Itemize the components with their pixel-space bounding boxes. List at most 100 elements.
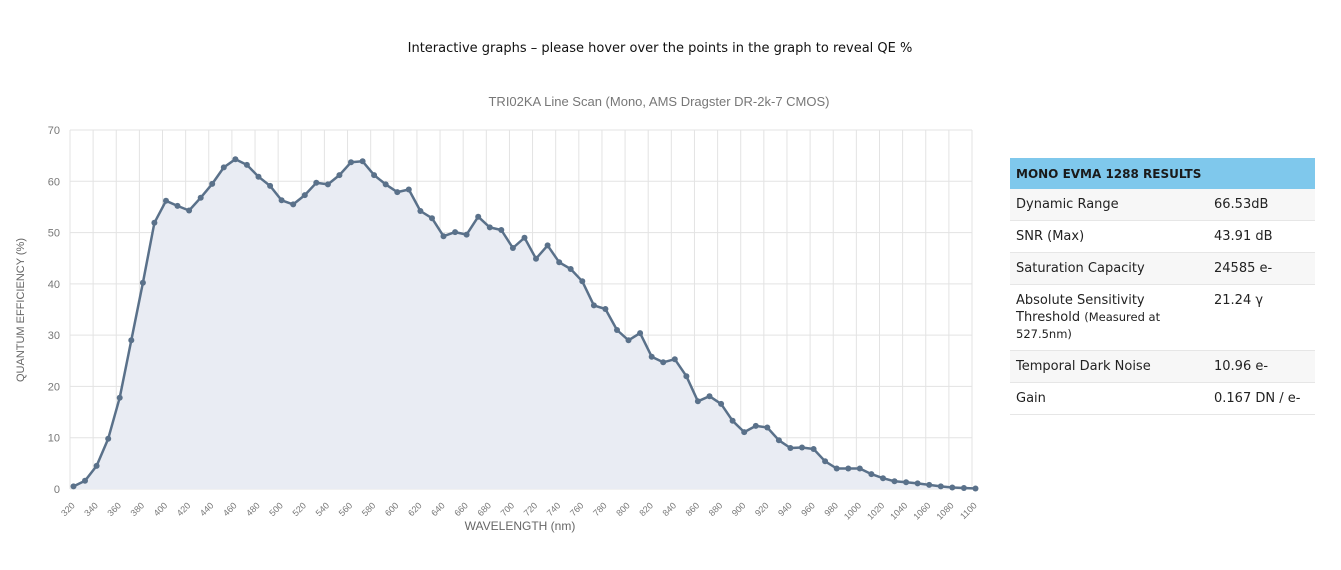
qe-point[interactable] (313, 179, 320, 186)
qe-point[interactable] (509, 245, 516, 251)
x-tick-label: 380 (129, 500, 147, 518)
y-tick-label: 20 (48, 381, 60, 393)
qe-point[interactable] (764, 424, 771, 431)
qe-point[interactable] (614, 327, 620, 333)
qe-point[interactable] (683, 373, 690, 380)
qe-point[interactable] (544, 242, 551, 249)
qe-point[interactable] (856, 465, 863, 472)
qe-point[interactable] (452, 229, 459, 236)
qe-point[interactable] (914, 480, 921, 487)
qe-point[interactable] (405, 186, 412, 193)
qe-point[interactable] (82, 477, 88, 484)
qe-point[interactable] (960, 485, 967, 491)
qe-point[interactable] (324, 181, 331, 188)
qe-point[interactable] (290, 201, 297, 208)
result-label-text: SNR (Max) (1016, 229, 1085, 244)
x-tick-label: 440 (198, 500, 216, 518)
qe-point[interactable] (741, 429, 748, 436)
qe-point[interactable] (648, 353, 655, 360)
qe-point[interactable] (429, 215, 435, 222)
qe-point[interactable] (163, 197, 169, 204)
qe-point[interactable] (232, 156, 239, 163)
x-tick-label: 920 (753, 500, 771, 518)
qe-point[interactable] (625, 337, 632, 344)
qe-point[interactable] (243, 161, 250, 168)
qe-point[interactable] (926, 481, 933, 488)
qe-point[interactable] (128, 337, 135, 344)
x-tick-label: 420 (175, 500, 193, 518)
y-tick-label: 50 (48, 228, 60, 240)
qe-point[interactable] (533, 255, 539, 262)
qe-point[interactable] (799, 444, 805, 451)
qe-point[interactable] (590, 302, 597, 309)
qe-point[interactable] (105, 435, 112, 442)
qe-point[interactable] (845, 465, 852, 472)
qe-point[interactable] (197, 194, 204, 201)
qe-point[interactable] (475, 213, 482, 220)
x-tick-label: 320 (59, 500, 77, 518)
qe-point[interactable] (903, 479, 910, 486)
qe-point[interactable] (556, 259, 563, 266)
qe-point[interactable] (833, 465, 840, 472)
result-value: 24585 e- (1208, 252, 1315, 285)
qe-point[interactable] (186, 207, 193, 214)
qe-point[interactable] (822, 458, 829, 465)
qe-point[interactable] (868, 471, 875, 478)
results-row: Temporal Dark Noise 10.96 e- (1010, 350, 1315, 383)
qe-point[interactable] (498, 227, 505, 233)
qe-point[interactable] (972, 485, 979, 492)
qe-point[interactable] (660, 359, 667, 366)
qe-point[interactable] (174, 202, 181, 209)
x-tick-label: 740 (545, 500, 563, 518)
qe-point[interactable] (567, 266, 574, 272)
qe-point[interactable] (70, 483, 77, 490)
x-tick-label: 1040 (888, 500, 909, 521)
qe-point[interactable] (417, 208, 424, 214)
qe-point[interactable] (937, 483, 944, 490)
qe-point[interactable] (116, 394, 123, 401)
qe-point[interactable] (440, 233, 447, 240)
qe-point[interactable] (949, 484, 956, 491)
qe-point[interactable] (694, 398, 701, 405)
qe-point[interactable] (602, 306, 609, 312)
qe-point[interactable] (752, 422, 759, 429)
qe-point[interactable] (706, 393, 713, 400)
qe-point[interactable] (382, 181, 389, 188)
qe-point[interactable] (220, 164, 227, 171)
qe-point[interactable] (336, 172, 343, 179)
qe-point[interactable] (486, 224, 493, 231)
qe-point[interactable] (301, 192, 308, 199)
qe-point[interactable] (810, 446, 817, 452)
x-tick-label: 1060 (911, 500, 932, 521)
qe-point[interactable] (729, 417, 736, 424)
qe-point[interactable] (371, 172, 378, 179)
results-table: MONO EVMA 1288 RESULTS Dynamic Range 66.5… (1010, 158, 1315, 415)
x-tick-label: 900 (730, 500, 748, 518)
qe-point[interactable] (359, 158, 366, 165)
qe-point[interactable] (637, 330, 644, 337)
qe-point[interactable] (93, 462, 100, 469)
qe-point[interactable] (278, 197, 285, 204)
qe-point[interactable] (787, 445, 794, 451)
qe-point[interactable] (671, 356, 678, 363)
y-tick-label: 40 (48, 279, 60, 291)
qe-point[interactable] (880, 475, 886, 482)
qe-point[interactable] (463, 231, 470, 238)
qe-point[interactable] (255, 173, 262, 180)
qe-point[interactable] (348, 159, 354, 166)
qe-point[interactable] (718, 400, 725, 407)
x-tick-label: 1100 (958, 500, 979, 521)
qe-point[interactable] (209, 180, 216, 187)
qe-point[interactable] (579, 278, 586, 285)
qe-point[interactable] (394, 189, 401, 196)
x-axis-label: WAVELENGTH (nm) (465, 519, 576, 533)
qe-point[interactable] (267, 182, 274, 189)
qe-point[interactable] (775, 437, 782, 444)
qe-point[interactable] (521, 234, 528, 241)
qe-point[interactable] (139, 279, 146, 286)
qe-chart[interactable]: 320 340 360 380 400 420 440 460 480 500 520 540 560 5… (0, 0, 1000, 570)
results-header: MONO EVMA 1288 RESULTS (1010, 158, 1315, 189)
qe-point[interactable] (891, 478, 898, 485)
x-tick-label: 400 (152, 500, 170, 518)
qe-point[interactable] (151, 219, 158, 226)
